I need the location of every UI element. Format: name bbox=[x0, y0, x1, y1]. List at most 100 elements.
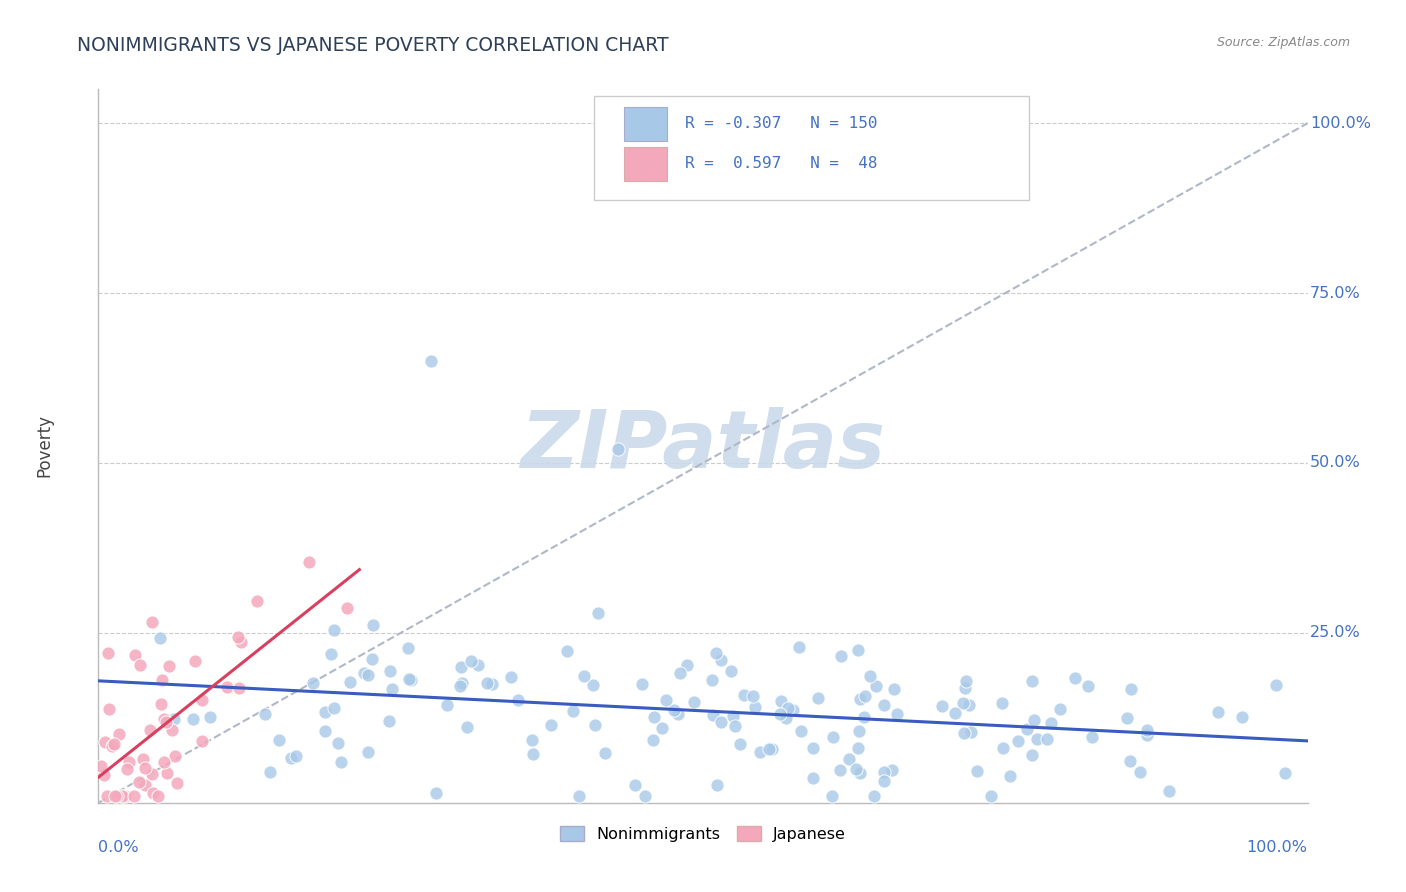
Point bbox=[733, 688, 755, 702]
Point bbox=[872, 773, 894, 788]
Point bbox=[134, 778, 156, 792]
Point bbox=[1025, 731, 1047, 746]
Point bbox=[952, 696, 974, 710]
Point bbox=[787, 640, 810, 655]
Point bbox=[401, 673, 423, 687]
Point bbox=[931, 699, 953, 714]
Point bbox=[849, 691, 872, 706]
Point bbox=[226, 630, 249, 644]
Point bbox=[198, 710, 221, 724]
Point bbox=[124, 648, 146, 662]
Text: ZIPatlas: ZIPatlas bbox=[520, 407, 886, 485]
Point bbox=[561, 704, 583, 718]
Point bbox=[830, 648, 852, 663]
Text: NONIMMIGRANTS VS JAPANESE POVERTY CORRELATION CHART: NONIMMIGRANTS VS JAPANESE POVERTY CORREL… bbox=[77, 36, 669, 54]
Point bbox=[758, 742, 780, 756]
Text: 50.0%: 50.0% bbox=[1310, 456, 1361, 470]
Point bbox=[655, 693, 678, 707]
Point bbox=[1021, 747, 1043, 762]
Point bbox=[425, 786, 447, 800]
Point bbox=[1049, 702, 1071, 716]
Point bbox=[776, 701, 799, 715]
Point bbox=[1232, 710, 1254, 724]
Point bbox=[846, 642, 869, 657]
Point bbox=[588, 606, 610, 620]
Text: 25.0%: 25.0% bbox=[1310, 625, 1361, 640]
Point bbox=[631, 677, 654, 691]
Point bbox=[980, 789, 1002, 803]
Legend: Nonimmigrants, Japanese: Nonimmigrants, Japanese bbox=[554, 820, 852, 848]
Point bbox=[114, 789, 136, 803]
Point bbox=[700, 673, 723, 687]
Point bbox=[1063, 671, 1085, 685]
Point bbox=[103, 738, 125, 752]
Point bbox=[790, 724, 813, 739]
Point bbox=[662, 703, 685, 717]
Point bbox=[93, 767, 115, 781]
Point bbox=[323, 623, 346, 637]
Point bbox=[377, 714, 399, 728]
Point bbox=[357, 668, 380, 682]
Point bbox=[883, 681, 905, 696]
Point bbox=[581, 677, 603, 691]
Point bbox=[149, 698, 172, 712]
Point bbox=[1021, 674, 1043, 689]
Point bbox=[943, 706, 966, 720]
Point bbox=[132, 752, 155, 766]
Point bbox=[873, 698, 896, 712]
Point bbox=[129, 658, 152, 673]
Point bbox=[858, 669, 880, 683]
Point bbox=[1136, 728, 1159, 742]
Point bbox=[111, 789, 134, 803]
Point bbox=[721, 708, 744, 723]
Point bbox=[329, 755, 352, 769]
Point bbox=[150, 673, 173, 687]
Point bbox=[863, 789, 886, 803]
Point bbox=[111, 789, 134, 803]
Point bbox=[853, 689, 876, 703]
Point bbox=[231, 635, 253, 649]
Point bbox=[94, 735, 117, 749]
Point bbox=[436, 698, 458, 713]
Point bbox=[540, 717, 562, 731]
Text: Source: ZipAtlas.com: Source: ZipAtlas.com bbox=[1216, 36, 1350, 49]
Point bbox=[583, 718, 606, 732]
Point bbox=[134, 761, 156, 775]
Point bbox=[157, 659, 180, 673]
Point bbox=[1116, 711, 1139, 725]
Point bbox=[991, 696, 1014, 710]
Point bbox=[957, 698, 980, 713]
Text: 0.0%: 0.0% bbox=[98, 840, 139, 855]
Point bbox=[108, 727, 131, 741]
Point bbox=[801, 771, 824, 785]
Point bbox=[720, 664, 742, 678]
Point bbox=[643, 709, 665, 723]
Point bbox=[217, 680, 239, 694]
Point bbox=[378, 664, 401, 678]
Point bbox=[769, 707, 792, 722]
Point bbox=[634, 789, 657, 803]
Point bbox=[301, 676, 323, 690]
Point bbox=[1159, 784, 1181, 798]
Point bbox=[704, 646, 727, 660]
Point bbox=[742, 690, 765, 704]
Point bbox=[228, 681, 250, 695]
Point bbox=[298, 555, 321, 569]
Point bbox=[568, 789, 591, 803]
Point bbox=[886, 707, 908, 722]
Point bbox=[450, 676, 472, 690]
Point bbox=[848, 765, 870, 780]
Point bbox=[706, 778, 728, 792]
Point bbox=[246, 594, 269, 608]
Text: 75.0%: 75.0% bbox=[1310, 285, 1361, 301]
Point bbox=[710, 715, 733, 730]
Point bbox=[761, 742, 783, 756]
Point bbox=[953, 681, 976, 696]
Point bbox=[361, 652, 384, 666]
Point bbox=[152, 712, 174, 726]
Point bbox=[710, 652, 733, 666]
Point bbox=[280, 751, 302, 765]
Point bbox=[775, 711, 797, 725]
Point bbox=[460, 654, 482, 668]
Point bbox=[155, 714, 177, 729]
